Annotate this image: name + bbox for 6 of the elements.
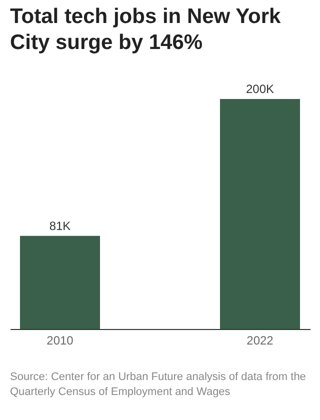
x-tick-label: 2010 <box>46 334 74 348</box>
data-label: 200K <box>246 82 274 96</box>
chart-title: Total tech jobs in New York City surge by 146% <box>10 5 282 54</box>
data-label: 81K <box>49 218 71 233</box>
source-note: Source: Center for an Urban Future analysis of data from the Quarterly Census of Employment and Wages <box>9 370 307 400</box>
x-tick-label: 2022 <box>246 334 274 348</box>
